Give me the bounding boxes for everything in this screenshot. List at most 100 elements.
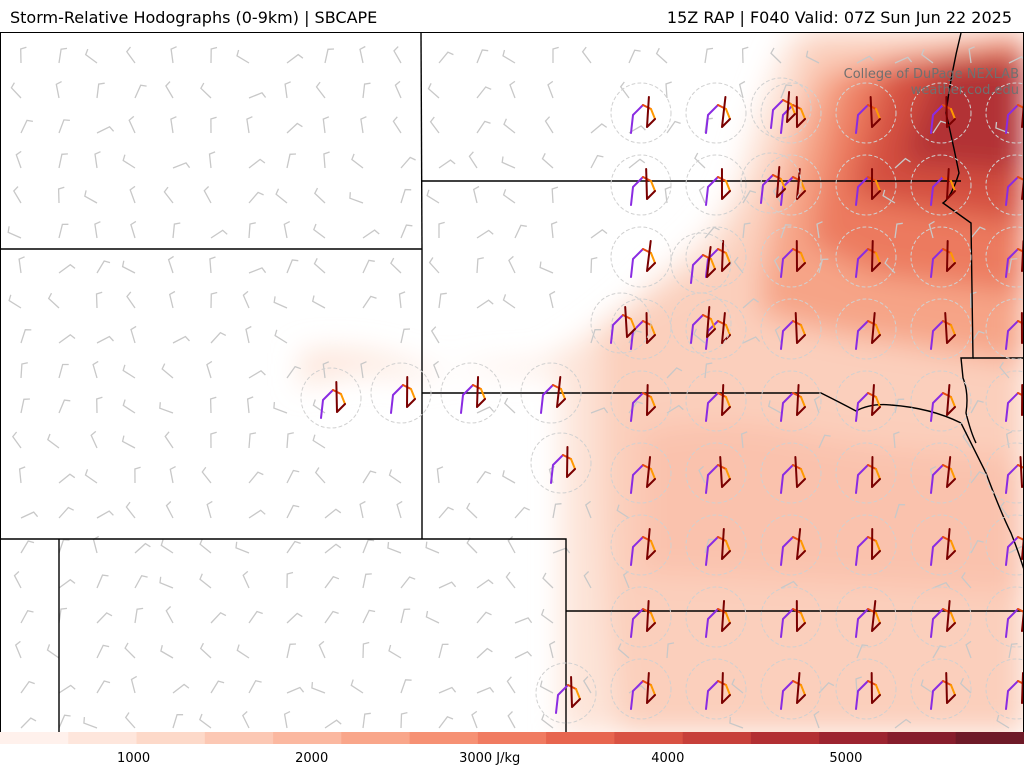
wind-barb <box>172 683 190 694</box>
wind-barb <box>694 152 706 169</box>
hodograph-ring <box>685 514 747 576</box>
wind-barb <box>311 295 326 309</box>
hodograph-trace <box>855 104 869 134</box>
wind-barb <box>201 466 212 484</box>
wind-barb <box>818 681 835 694</box>
hodograph-trace <box>1005 248 1019 278</box>
colorbar-tick-label: 2000 <box>295 751 329 766</box>
colorbar-tick-label: 1000 <box>117 751 151 766</box>
wind-barb <box>11 431 22 449</box>
hodograph-trace <box>480 388 486 400</box>
wind-barb <box>394 80 402 99</box>
wind-barb <box>58 714 71 729</box>
hodograph-trace <box>782 99 792 105</box>
wind-barb <box>362 229 380 239</box>
wind-barb <box>206 360 213 379</box>
hodograph-trace <box>950 180 956 192</box>
colorbar-segment <box>341 732 411 744</box>
hodograph-trace <box>780 536 794 566</box>
wind-barb <box>318 640 326 659</box>
wind-barb <box>548 640 556 659</box>
wind-barb <box>84 190 98 204</box>
wind-barb <box>84 469 98 484</box>
hodograph-ring <box>985 154 1023 216</box>
hodograph-trace <box>855 536 869 566</box>
hodograph-trace <box>624 306 636 338</box>
hodograph-trace <box>1020 312 1023 344</box>
hodograph-ring <box>985 370 1023 432</box>
colorbar-tick-label: 3000 J/kg <box>459 751 521 766</box>
wind-barb <box>7 226 22 239</box>
wind-barb <box>539 680 554 694</box>
wind-barb <box>96 644 110 659</box>
wind-barb <box>286 122 303 134</box>
hodograph-trace <box>710 318 716 330</box>
wind-barb <box>134 84 147 99</box>
wind-barb <box>324 610 339 624</box>
wind-barb <box>121 260 136 274</box>
hodograph-trace <box>795 600 806 632</box>
hodograph-trace <box>610 314 624 344</box>
wind-barb <box>894 398 905 414</box>
wind-barb <box>400 328 411 344</box>
wind-barb <box>14 640 22 659</box>
credit-text: College of DuPage NEXLAB weather.cod.edu <box>844 67 1019 99</box>
wind-barb <box>134 574 148 589</box>
wind-barb <box>506 676 516 694</box>
wind-barb <box>541 153 554 169</box>
hodograph-trace <box>650 396 656 408</box>
wind-barb <box>894 718 912 729</box>
hodograph-ring <box>685 298 747 360</box>
wind-barb <box>161 363 174 379</box>
wind-barb <box>961 572 972 589</box>
wind-barb <box>248 432 257 449</box>
hodograph-ring <box>760 226 822 288</box>
hodograph-trace <box>630 176 644 206</box>
wind-barb <box>58 399 71 414</box>
hodograph-trace <box>875 396 881 408</box>
hodograph-trace <box>800 396 806 408</box>
wind-barb <box>313 223 326 239</box>
wind-barb <box>273 296 288 309</box>
wind-barb <box>772 186 782 204</box>
wind-barb <box>884 257 896 274</box>
hodograph-ring <box>670 232 732 294</box>
colorbar-segment <box>614 732 684 744</box>
credit-line-2: weather.cod.edu <box>910 83 1019 98</box>
hodograph-trace <box>942 176 952 182</box>
hodograph-trace <box>796 528 806 560</box>
wind-barb <box>362 609 376 624</box>
hodograph-trace <box>871 312 881 344</box>
wind-barb <box>275 188 288 204</box>
wind-barb <box>96 680 111 694</box>
wind-barb <box>349 192 364 204</box>
wind-barb <box>476 229 494 239</box>
hodograph-ring <box>835 226 897 288</box>
hodograph-trace <box>540 384 554 414</box>
wind-barb <box>544 116 554 134</box>
wind-barb <box>286 686 305 694</box>
wind-barb <box>20 119 34 134</box>
wind-barb <box>741 46 749 64</box>
hodograph-ring <box>590 292 652 354</box>
wind-barb <box>96 335 114 344</box>
wind-barb <box>617 643 630 659</box>
hodograph-trace <box>1005 680 1019 710</box>
hodograph-trace <box>706 246 716 278</box>
wind-barb <box>210 331 227 344</box>
wind-barb <box>13 571 22 589</box>
wind-barb <box>551 186 559 204</box>
hodograph-trace <box>780 248 794 278</box>
hodograph-trace <box>705 104 719 134</box>
wind-barb <box>920 679 934 694</box>
wind-barb <box>210 680 225 694</box>
wind-barb <box>210 611 227 624</box>
wind-barb <box>400 576 416 589</box>
wind-barb <box>438 686 457 694</box>
wind-barb <box>58 47 68 64</box>
hodograph-trace <box>786 91 796 123</box>
wind-barb <box>210 46 218 64</box>
hodographs <box>300 77 1023 724</box>
hodograph-trace <box>946 600 956 632</box>
wind-barb <box>94 221 101 239</box>
